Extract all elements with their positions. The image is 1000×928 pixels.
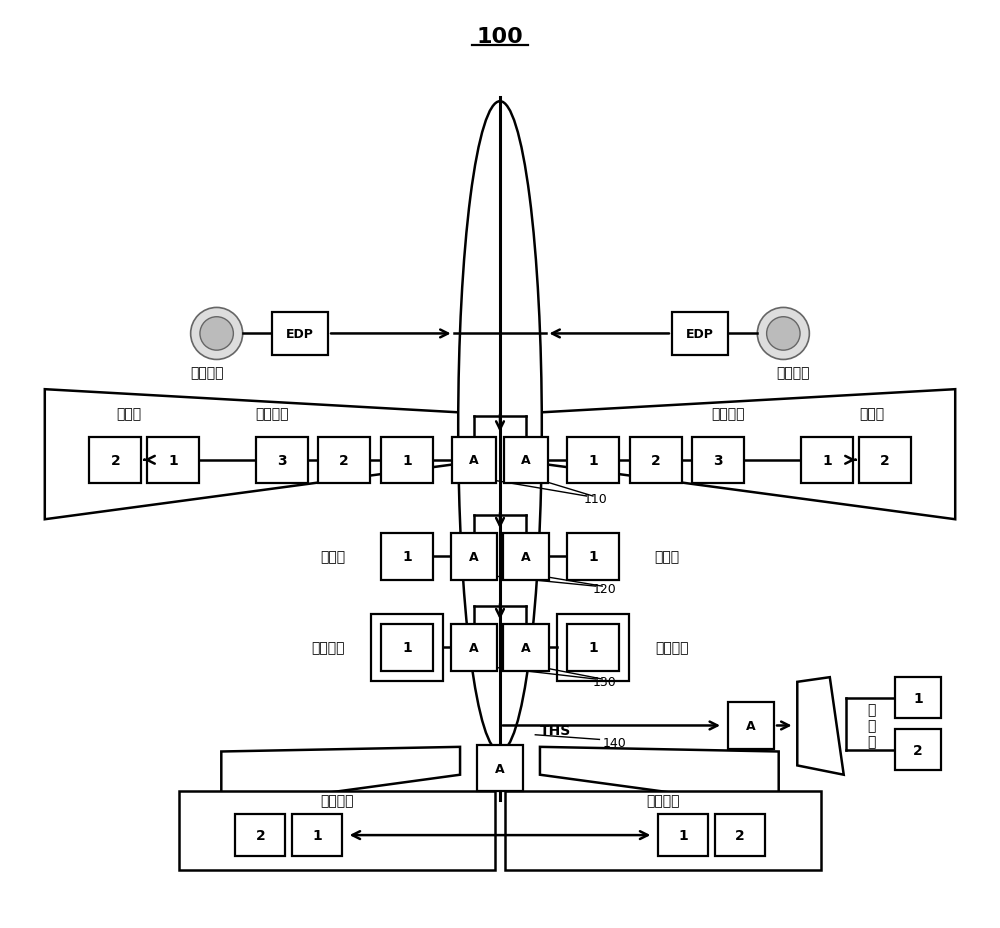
Bar [235,814,285,857]
Text: 2: 2 [880,453,889,468]
Ellipse shape [458,102,542,752]
Text: A: A [469,454,479,467]
Text: A: A [469,641,479,654]
Text: 1: 1 [402,549,412,564]
Bar [895,729,941,770]
Bar [728,702,774,749]
Text: A: A [521,641,531,654]
Text: 方
向
舵: 方 向 舵 [867,702,876,749]
Text: A: A [521,454,531,467]
Text: 110: 110 [584,493,608,506]
Text: 2: 2 [913,742,923,757]
Bar [179,791,495,870]
Circle shape [191,308,243,360]
Text: 2: 2 [735,828,745,843]
Text: 1: 1 [312,828,322,843]
Text: 左扰流板: 左扰流板 [256,406,289,421]
Bar [318,437,370,483]
Bar [672,313,728,355]
Bar [658,814,708,857]
Text: 左发动机: 左发动机 [191,366,224,380]
Bar [557,614,629,681]
Text: 130: 130 [593,676,617,689]
Text: 右扰流板: 右扰流板 [711,406,744,421]
Text: 左起落架: 左起落架 [311,640,345,655]
Bar [692,437,744,483]
Circle shape [767,317,800,351]
Bar [381,437,433,483]
Text: 1: 1 [678,828,688,843]
Text: 1: 1 [588,640,598,655]
Bar [381,625,433,671]
Bar [630,437,682,483]
Text: 140: 140 [602,736,626,749]
Circle shape [757,308,809,360]
Text: A: A [469,550,479,563]
Polygon shape [797,677,844,775]
Text: 1: 1 [822,453,832,468]
Text: 右舱门: 右舱门 [655,549,680,564]
Text: 右副翼: 右副翼 [859,406,884,421]
Bar [452,437,496,483]
Bar [504,437,548,483]
Text: 1: 1 [402,453,412,468]
Bar [567,625,619,671]
Text: 右起落架: 右起落架 [655,640,689,655]
Polygon shape [540,390,955,520]
Bar [503,625,549,671]
Text: A: A [495,762,505,775]
Text: THS: THS [540,723,571,738]
Text: 右发动机: 右发动机 [776,366,809,380]
Text: 左副翼: 左副翼 [116,406,141,421]
Bar [567,437,619,483]
Text: 120: 120 [593,583,617,596]
Text: 1: 1 [168,453,178,468]
Text: 2: 2 [111,453,120,468]
Bar [503,534,549,580]
Text: 2: 2 [255,828,265,843]
Bar [371,614,443,681]
Bar [505,791,821,870]
Text: EDP: EDP [286,328,314,341]
Bar [256,437,308,483]
Text: A: A [521,550,531,563]
Bar [451,625,497,671]
Text: 右升降舵: 右升降舵 [646,793,679,807]
Text: 100: 100 [477,27,523,47]
Bar [89,437,141,483]
Bar [451,534,497,580]
Text: 左升降舵: 左升降舵 [321,793,354,807]
Polygon shape [45,390,460,520]
Bar [292,814,342,857]
Bar [272,313,328,355]
Bar [381,534,433,580]
Bar [477,745,523,792]
Bar [895,677,941,718]
Polygon shape [540,747,779,807]
Text: 3: 3 [277,453,286,468]
Bar [147,437,199,483]
Text: 2: 2 [339,453,349,468]
Polygon shape [221,747,460,807]
Bar [715,814,765,857]
Text: 1: 1 [913,690,923,705]
Text: 1: 1 [588,453,598,468]
Bar [859,437,911,483]
Bar [567,534,619,580]
Text: 1: 1 [588,549,598,564]
Text: 左舱门: 左舱门 [320,549,345,564]
Text: 2: 2 [651,453,661,468]
Text: 3: 3 [714,453,723,468]
Text: EDP: EDP [686,328,714,341]
Bar [801,437,853,483]
Circle shape [200,317,233,351]
Text: 1: 1 [402,640,412,655]
Text: A: A [746,719,756,732]
